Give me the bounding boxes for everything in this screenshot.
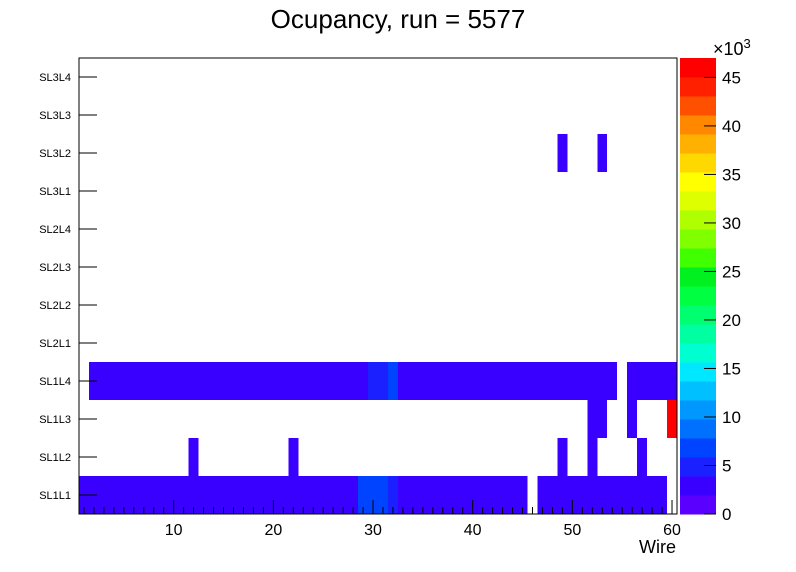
x-tick-label: 30 [364,522,382,539]
color-scale-swatch [680,210,716,230]
color-scale-swatch [680,476,716,496]
heatmap-cell [368,362,388,400]
z-tick-label: 5 [722,456,731,475]
heatmap-cell [627,400,638,438]
z-tick-label: 20 [722,311,741,330]
color-scale-swatch [680,419,716,439]
color-scale-swatch [680,286,716,306]
color-scale-swatch [680,362,716,382]
y-tick-label: SL3L1 [39,186,71,198]
x-axis: 10 20 30 40 50 60 [83,500,681,539]
color-scale-swatch [680,58,716,78]
z-tick-label: 0 [722,505,731,524]
color-scale-swatch [680,172,716,192]
y-tick-label: SL3L2 [39,148,71,160]
heatmap-cell [557,134,568,172]
y-tick-label: SL2L2 [39,300,71,312]
heatmap-cell [387,476,398,514]
z-tick-label: 25 [722,262,741,281]
color-scale-swatch [680,96,716,116]
heatmap-cell [637,438,648,476]
z-tick-label: 30 [722,214,741,233]
heatmap-cell [627,362,677,400]
z-tick-label: 10 [722,408,741,427]
heatmap-cells [79,134,677,514]
heatmap-cell [88,362,369,400]
plot-frame [78,57,678,515]
color-scale-swatch [680,267,716,287]
color-scale-multiplier-base: ×10 [713,39,744,59]
color-scale-swatch [680,495,716,515]
x-tick-label: 50 [563,522,581,539]
color-scale-swatch [680,191,716,211]
y-tick-label: SL1L2 [39,452,71,464]
x-axis-label: Wire [639,537,676,557]
y-tick-label: SL1L3 [39,414,71,426]
color-scale-swatch [680,438,716,458]
x-tick-label: 20 [264,522,282,539]
x-tick-label: 40 [464,522,482,539]
y-tick-label: SL1L4 [39,376,71,388]
color-scale-swatch [680,305,716,325]
color-scale-swatch [680,248,716,268]
heatmap-cell [79,476,359,514]
y-tick-label: SL2L3 [39,262,71,274]
heatmap-cell [597,134,608,172]
x-tick-label: 60 [663,522,681,539]
color-scale-swatch [680,343,716,363]
color-scale-swatch [680,153,716,173]
z-tick-label: 15 [722,359,741,378]
heatmap-cell [587,400,608,438]
z-tick-label: 45 [722,68,741,87]
y-axis: SL1L1 SL1L2 SL1L3 SL1L4 SL2L1 SL2L2 SL2L3 SL2L4… [39,72,97,502]
color-scale-bar: 0 5 10 15 20 25 30 35 40 45 [680,58,741,524]
heatmap-cell [387,362,398,400]
color-scale-swatch [680,229,716,249]
heatmap-cell [587,438,598,476]
color-scale-swatch [680,381,716,401]
z-tick-label: 35 [722,165,741,184]
y-tick-label: SL1L1 [39,490,71,502]
y-tick-label: SL2L1 [39,338,71,350]
heatmap-cell [667,400,677,438]
color-scale-multiplier-exponent: 3 [744,36,751,51]
color-scale-swatch [680,134,716,154]
color-scale-swatch [680,115,716,135]
heatmap-cell [288,438,299,476]
chart-title: Ocupancy, run = 5577 [270,4,526,34]
x-tick-label: 10 [165,522,183,539]
heatmap-cell [397,362,618,400]
color-scale-swatch [680,400,716,420]
heatmap-cell [188,438,199,476]
color-scale-multiplier: ×103 [713,36,751,59]
y-tick-label: SL3L3 [39,110,71,122]
color-scale-swatch [680,457,716,477]
y-tick-label: SL3L4 [39,72,71,84]
z-tick-label: 40 [722,117,741,136]
color-scale-swatch [680,324,716,344]
heatmap-cell [557,438,568,476]
color-scale-swatch [680,77,716,97]
y-tick-label: SL2L4 [39,224,71,236]
